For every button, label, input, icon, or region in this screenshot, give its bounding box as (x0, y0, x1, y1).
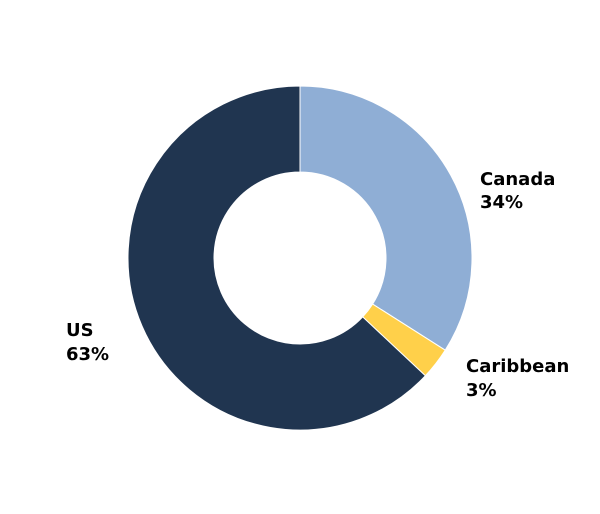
label-canada-percent: 34% (480, 192, 523, 213)
donut-slices (127, 85, 473, 431)
label-canada-name: Canada (480, 169, 555, 190)
slice-us (127, 85, 427, 431)
label-us-name: US (66, 320, 94, 341)
label-us-percent: 63% (66, 344, 109, 365)
label-caribbean-name: Caribbean (466, 356, 569, 377)
label-caribbean: Caribbean 3% (466, 356, 576, 401)
label-caribbean-percent: 3% (466, 380, 497, 401)
donut-labels: Canada 34% Caribbean 3% US 63% (66, 169, 576, 401)
label-canada: Canada 34% (480, 169, 562, 213)
slice-canada (299, 85, 473, 351)
label-us: US 63% (66, 320, 109, 365)
